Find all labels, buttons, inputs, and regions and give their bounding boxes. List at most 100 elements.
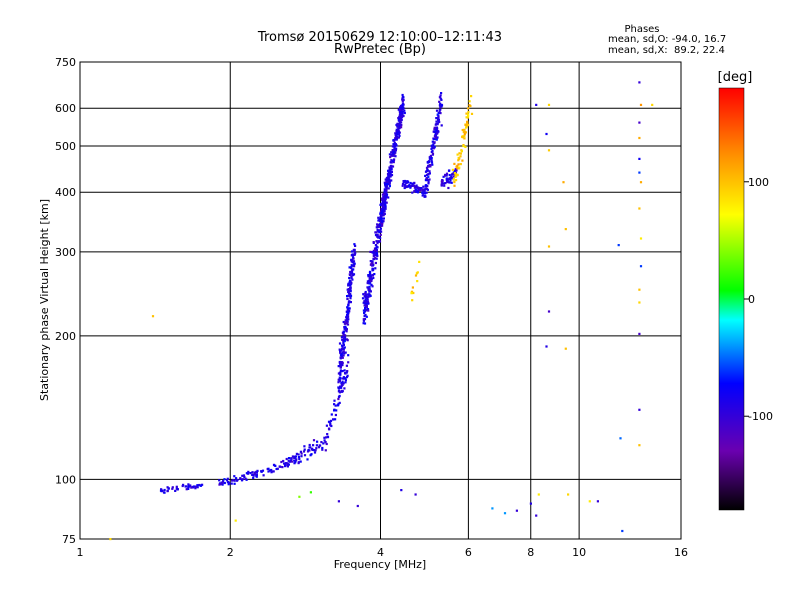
data-point [309,491,312,494]
data-point [638,444,641,447]
data-point [339,385,342,388]
data-point [297,453,300,456]
data-point [347,284,350,287]
data-point [334,418,337,421]
data-point [438,110,441,113]
data-point [187,485,190,488]
data-point [342,376,345,379]
data-point [435,109,439,112]
data-point [340,353,343,356]
data-point [461,128,464,132]
data-point [340,344,344,347]
data-point [466,121,469,124]
data-point [435,129,438,132]
data-point [324,441,327,444]
data-point [416,187,420,190]
data-point [430,161,434,164]
data-point [388,166,391,169]
data-point [386,179,389,182]
data-point [274,464,277,467]
data-point [421,194,424,197]
data-point [422,185,425,188]
data-point [353,265,356,268]
data-point [368,295,371,298]
data-point [420,187,423,190]
data-point [349,301,352,304]
data-point [312,444,315,447]
data-point [373,247,377,250]
data-point [389,156,392,159]
data-point [341,345,344,348]
data-point [588,500,591,503]
data-point [383,199,386,202]
data-point [382,205,385,208]
colorbar-label: [deg] [718,70,753,85]
data-point [287,457,291,460]
data-point [638,288,641,291]
data-point [377,225,380,228]
data-point [382,203,385,206]
data-point [441,182,444,185]
data-point [285,462,288,465]
data-point [338,361,341,365]
data-point [370,278,373,281]
data-point [342,354,345,357]
data-point [383,210,386,213]
data-point [280,460,283,464]
data-point [374,267,377,270]
data-point [303,445,306,448]
data-point [638,171,641,174]
data-point [378,231,381,234]
axis-ticks: 1 2 4 6 8 10 16 75 100 200 300 400 500 600 750 [55,56,688,559]
data-point [435,120,438,123]
data-point [356,504,359,508]
data-point [160,488,163,491]
data-point [227,481,230,484]
data-point [426,185,429,188]
data-point [424,195,427,198]
data-point [288,460,292,463]
data-point [445,172,449,175]
data-point [227,483,230,486]
data-point [443,184,446,187]
data-point [235,477,238,480]
data-point [400,489,403,492]
data-point [388,153,391,156]
data-point [440,180,443,183]
data-point [454,168,457,171]
data-point [454,173,457,176]
data-point [345,322,348,325]
data-point [416,191,420,194]
data-point [368,282,371,285]
data-point [384,196,387,199]
data-point [401,104,404,107]
data-point [375,226,378,229]
data-point [638,157,641,160]
data-point [376,242,379,245]
data-point [196,486,199,489]
data-point [297,461,300,464]
data-point [233,475,236,478]
data-point [366,300,370,303]
data-point [398,134,401,137]
data-point [379,233,382,236]
data-point [332,418,335,421]
data-point [380,212,383,215]
data-point [413,190,416,193]
data-point [638,408,641,411]
data-point [366,295,369,298]
data-point [370,262,373,265]
data-point [409,186,412,189]
data-point [405,181,408,184]
data-point [344,326,347,330]
data-point [437,118,440,121]
data-point [364,301,367,304]
data-point [439,105,442,109]
data-point [414,493,417,496]
data-point [366,282,369,285]
data-point [388,182,391,185]
data-point [382,220,385,223]
data-point [380,197,384,200]
data-point [385,189,388,193]
